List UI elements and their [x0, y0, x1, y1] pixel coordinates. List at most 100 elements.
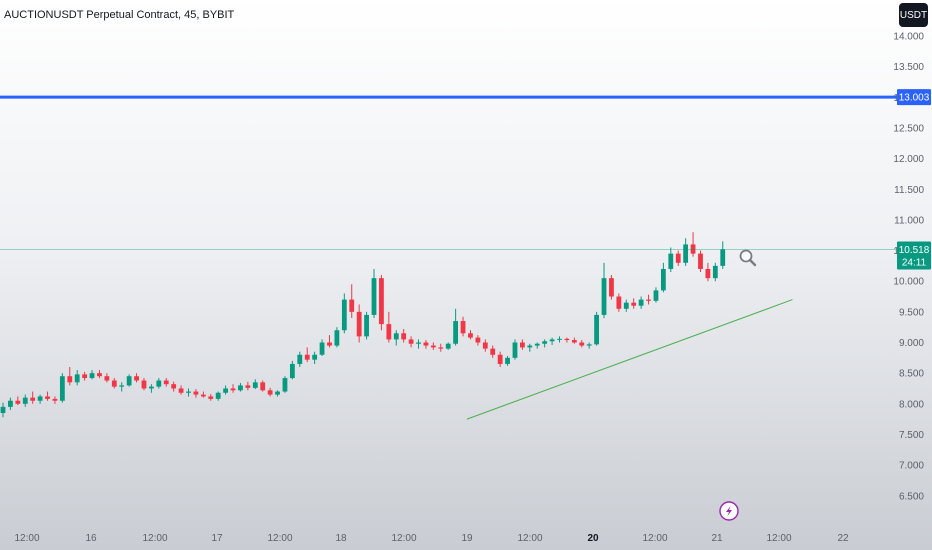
candle: [534, 342, 540, 349]
trendline[interactable]: [466, 299, 793, 420]
candle-body: [260, 382, 266, 391]
time-tick-label: 18: [335, 533, 347, 544]
candle-body: [482, 342, 488, 349]
time-tick-label: 12:00: [642, 533, 667, 544]
candle-body: [193, 391, 199, 395]
candle: [267, 387, 273, 397]
alert-price-tag: 13.003: [897, 89, 931, 106]
lightning-icon[interactable]: [719, 501, 739, 521]
candle: [111, 378, 117, 389]
candle: [37, 394, 43, 404]
candle-body: [423, 342, 429, 346]
candle-body: [609, 278, 614, 297]
candle: [260, 380, 266, 392]
candle: [52, 396, 58, 404]
candle-body: [59, 376, 65, 401]
candle: [275, 390, 280, 397]
candle: [8, 397, 13, 410]
candle-body: [646, 299, 651, 301]
candle: [171, 381, 177, 392]
candle: [74, 370, 80, 386]
time-tick-label: 22: [837, 533, 849, 544]
candle: [186, 388, 191, 397]
bar-countdown-label: 24:11: [902, 257, 927, 268]
candle: [705, 262, 711, 282]
candle: [698, 250, 703, 273]
candle: [163, 378, 169, 387]
candle-body: [690, 244, 696, 254]
candle-body: [579, 342, 585, 346]
candle: [675, 250, 681, 266]
candle-body: [720, 249, 726, 266]
candle-body: [497, 354, 503, 364]
candle: [505, 355, 510, 366]
time-tick-label: 12:00: [766, 533, 791, 544]
candle-body: [267, 390, 273, 395]
candle-body: [8, 400, 13, 407]
candle: [22, 394, 28, 407]
candle-body: [171, 384, 177, 389]
candle-body: [245, 385, 251, 388]
candle: [349, 284, 355, 318]
magnifier-icon[interactable]: [739, 249, 757, 267]
candle: [245, 381, 251, 391]
candle-body: [238, 385, 243, 391]
candle-body: [653, 290, 659, 301]
candle-body: [430, 345, 436, 348]
candle-body: [149, 386, 154, 389]
candle-body: [438, 347, 444, 349]
candle-body: [15, 400, 21, 404]
candle: [30, 391, 36, 404]
candle: [579, 340, 585, 348]
candle-body: [557, 338, 562, 340]
candle-body: [534, 343, 540, 346]
candle: [356, 304, 362, 343]
candle: [549, 337, 555, 345]
candle: [393, 330, 399, 346]
candle: [238, 382, 243, 392]
candle-body: [134, 376, 139, 381]
price-tick-label: 11.000: [894, 215, 924, 226]
time-tick-label: 12:00: [267, 533, 292, 544]
candle: [45, 391, 50, 401]
candle: [149, 384, 154, 393]
candle-body: [542, 341, 548, 344]
candle-body: [416, 342, 421, 344]
candle-body: [616, 296, 622, 309]
candle: [97, 370, 102, 379]
candle: [200, 391, 206, 398]
candle-body: [163, 380, 169, 385]
candle: [327, 335, 332, 348]
candle: [67, 367, 73, 386]
price-tick-label: 8.500: [899, 369, 924, 380]
candle: [59, 373, 65, 403]
chart-title: AUCTIONUSDT Perpetual Contract, 45, BYBI…: [4, 9, 235, 21]
candle-body: [341, 299, 347, 331]
candle: [542, 339, 548, 348]
candle-body: [445, 343, 451, 349]
candle: [683, 238, 689, 266]
currency-button[interactable]: USDT: [899, 3, 928, 27]
candle: [712, 262, 718, 282]
candle-body: [401, 333, 407, 340]
candle: [379, 275, 384, 331]
candle-body: [215, 392, 221, 399]
time-tick-label: 16: [85, 533, 97, 544]
candle: [594, 311, 599, 346]
candle-body: [178, 388, 184, 393]
price-tick-label: 10.000: [893, 277, 924, 288]
candle-body: [468, 333, 473, 338]
price-tick-label: 12.500: [893, 123, 924, 134]
candle-body: [208, 396, 214, 399]
candle: [601, 262, 607, 318]
candle-body: [564, 338, 570, 341]
candle-body: [386, 324, 392, 340]
candle: [312, 351, 318, 364]
time-tick-label: 12:00: [391, 533, 416, 544]
candle: [386, 311, 392, 343]
candle: [297, 351, 303, 368]
candle-body: [37, 396, 43, 401]
candle-body: [126, 376, 132, 386]
candle: [571, 337, 577, 344]
